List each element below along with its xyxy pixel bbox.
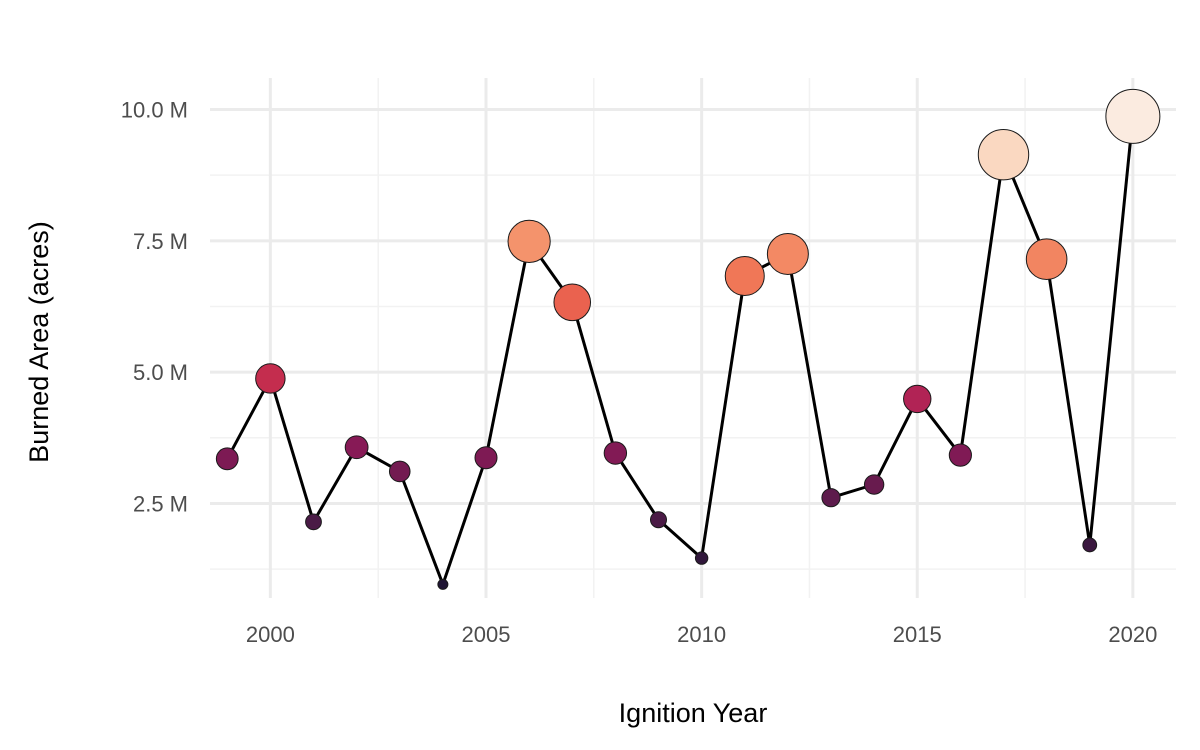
y-tick-label: 7.5 M (133, 229, 188, 254)
data-point (977, 128, 1030, 181)
data-point (1082, 537, 1098, 553)
data-point (603, 441, 628, 465)
data-point (507, 219, 551, 263)
data-point (650, 511, 667, 529)
y-axis-title: Burned Area (acres) (24, 221, 54, 463)
series-line (225, 116, 1135, 586)
y-tick-label: 2.5 M (133, 491, 188, 516)
data-point (437, 578, 449, 590)
data-point (474, 446, 498, 470)
data-point (694, 551, 709, 565)
data-point (724, 256, 765, 297)
data-point (1025, 238, 1068, 281)
data-point (1105, 88, 1161, 144)
data-point (553, 283, 592, 322)
x-tick-label: 2000 (246, 622, 295, 647)
y-tick-label: 5.0 M (133, 360, 188, 385)
x-tick-label: 2015 (893, 622, 942, 647)
y-tick-label: 10.0 M (121, 98, 188, 123)
x-axis-title: Ignition Year (619, 698, 768, 728)
data-point (388, 460, 411, 483)
x-tick-label: 2005 (462, 622, 511, 647)
line-layer (225, 116, 1135, 586)
data-point (255, 363, 286, 394)
plot-panel (210, 78, 1176, 598)
data-point (215, 447, 239, 471)
data-point (863, 474, 885, 495)
data-point (766, 232, 809, 275)
x-tick-label: 2010 (677, 622, 726, 647)
grid-layer (210, 78, 1176, 598)
data-point (305, 513, 322, 531)
point-layer (215, 88, 1161, 590)
data-point (821, 488, 841, 508)
data-point (948, 443, 972, 467)
data-point (344, 435, 369, 460)
y-axis-ticks: 2.5 M 5.0 M 7.5 M 10.0 M (121, 98, 188, 517)
x-tick-label: 2020 (1108, 622, 1157, 647)
data-point (903, 384, 932, 414)
x-axis-ticks: 2000 2005 2010 2015 2020 (246, 622, 1157, 647)
